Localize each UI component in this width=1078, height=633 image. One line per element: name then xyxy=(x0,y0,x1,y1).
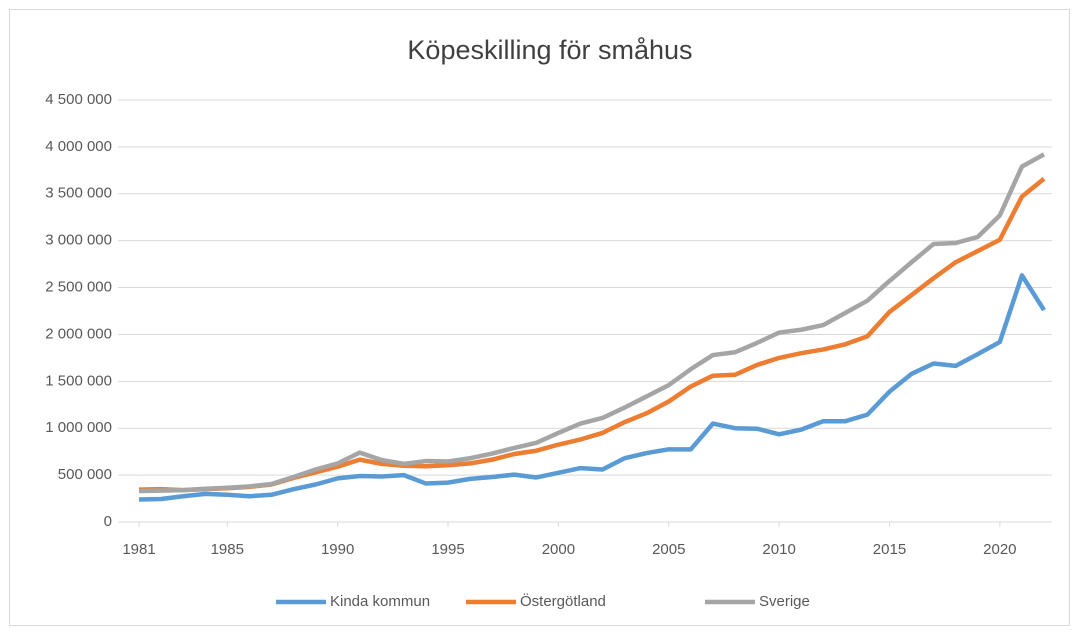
x-tick-label: 1985 xyxy=(211,541,244,558)
y-tick-label: 4 000 000 xyxy=(45,138,112,155)
x-tick-label: 2010 xyxy=(762,541,795,558)
y-tick-label: 3 000 000 xyxy=(45,232,112,249)
x-tick-label: 1995 xyxy=(431,541,464,558)
x-tick-label: 2000 xyxy=(542,541,575,558)
x-tick-label: 1981 xyxy=(122,541,155,558)
series-line xyxy=(138,273,1046,502)
y-tick-label: 3 500 000 xyxy=(45,185,112,202)
y-tick-label: 500 000 xyxy=(58,466,112,483)
y-tick-label: 1 500 000 xyxy=(45,372,112,389)
legend-label: Sverige xyxy=(759,593,810,610)
legend-label: Kinda kommun xyxy=(330,593,430,610)
y-tick-label: 4 500 000 xyxy=(45,91,112,108)
x-tick-label: 1990 xyxy=(321,541,354,558)
x-tick-label: 2015 xyxy=(873,541,906,558)
y-tick-label: 0 xyxy=(104,513,112,530)
y-tick-label: 2 500 000 xyxy=(45,279,112,296)
chart-frame xyxy=(9,9,1070,626)
x-tick-label: 2020 xyxy=(983,541,1016,558)
series-line xyxy=(138,152,1046,494)
chart-title: Köpeskilling för småhus xyxy=(407,35,692,65)
x-tick-label: 2005 xyxy=(652,541,685,558)
y-tick-label: 1 000 000 xyxy=(45,419,112,436)
legend-label: Östergötland xyxy=(520,592,606,610)
y-tick-label: 2 000 000 xyxy=(45,325,112,342)
